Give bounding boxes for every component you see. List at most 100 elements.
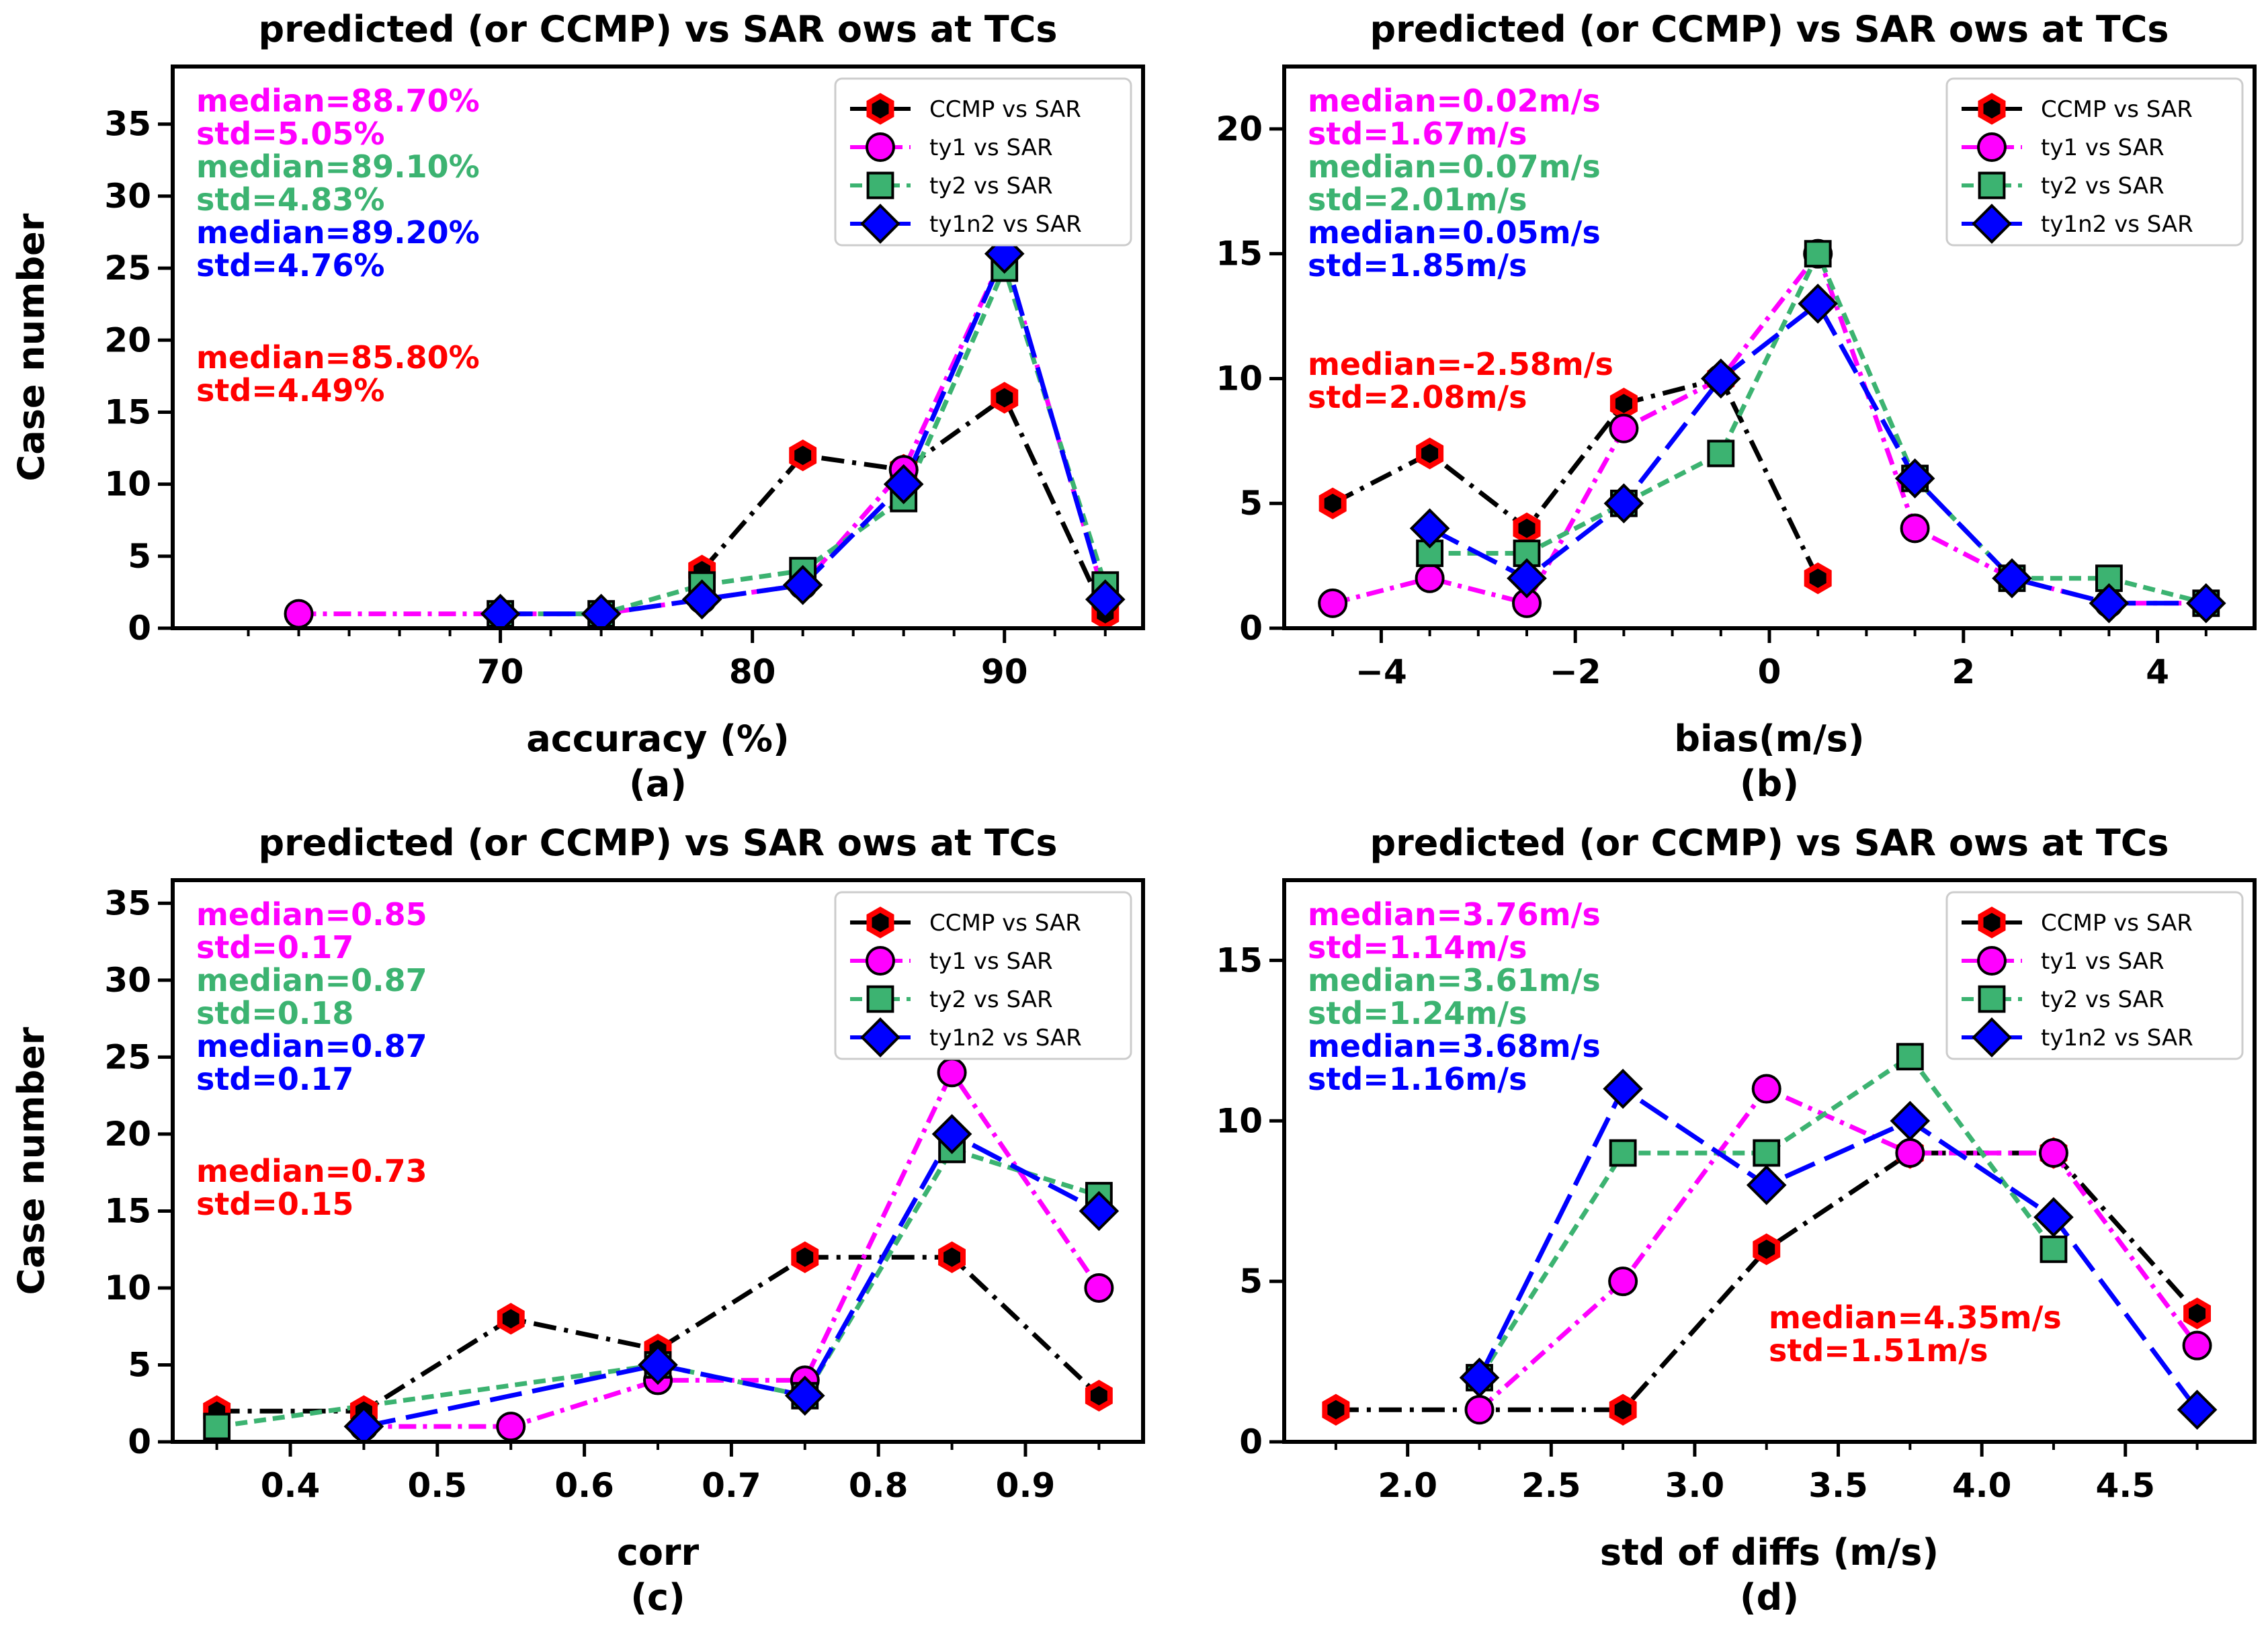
legend-marker-ty2 bbox=[866, 171, 894, 200]
chart-title: predicted (or CCMP) vs SAR ows at TCs bbox=[1370, 822, 2169, 864]
series-line-ty1n2 bbox=[1428, 301, 2206, 606]
y-tick-label: 5 bbox=[128, 537, 151, 576]
series-line-ty1 bbox=[1332, 251, 2206, 606]
data-point-ty1n2 bbox=[883, 464, 924, 505]
x-tick-label: 4 bbox=[2146, 652, 2169, 691]
chart-title: predicted (or CCMP) vs SAR ows at TCs bbox=[258, 8, 1057, 50]
stat-annotation-ty2: median=0.07m/s bbox=[1308, 148, 1601, 185]
plot-data bbox=[203, 1058, 1120, 1442]
stat-annotation-ty1n2: median=0.05m/s bbox=[1308, 214, 1601, 251]
x-tick-label: 80 bbox=[729, 652, 776, 691]
series-line-ty2 bbox=[216, 1147, 1100, 1429]
legend-label-ty1n2: ty1n2 vs SAR bbox=[2041, 211, 2193, 238]
legend-label-ty2: ty2 vs SAR bbox=[2041, 986, 2165, 1013]
data-point-ty1n2 bbox=[480, 593, 521, 628]
data-point-ty2 bbox=[203, 1412, 231, 1440]
series-line-ty1 bbox=[364, 1070, 1101, 1429]
x-tick-label: 0.4 bbox=[261, 1466, 321, 1505]
data-point-ty1n2 bbox=[1603, 1068, 1643, 1109]
data-point-ty1n2 bbox=[1409, 508, 1450, 549]
legend-marker-ty1n2 bbox=[1972, 204, 2012, 244]
series-line-ccmp bbox=[1331, 376, 1820, 580]
data-point-ccmp bbox=[2183, 1297, 2211, 1330]
data-point-ty1 bbox=[1464, 1395, 1495, 1425]
legend-label-ty1: ty1 vs SAR bbox=[2041, 948, 2165, 975]
y-axis-label: Case number bbox=[10, 213, 52, 481]
data-point-ty1n2 bbox=[1992, 558, 2032, 599]
data-point-ty1 bbox=[1608, 1266, 1638, 1297]
data-point-ccmp bbox=[938, 1241, 966, 1273]
data-point-ty1n2 bbox=[1459, 1357, 1500, 1398]
legend-marker-ccmp bbox=[866, 93, 894, 125]
legend-label-ccmp: CCMP vs SAR bbox=[2041, 96, 2193, 123]
stat-annotation-ty1n2: std=4.76% bbox=[196, 247, 384, 284]
legend-marker-ccmp bbox=[1978, 906, 2006, 939]
stat-annotation-ty1: std=5.05% bbox=[196, 116, 384, 152]
data-point-ty1 bbox=[1751, 1074, 1781, 1104]
data-point-ccmp bbox=[1513, 512, 1541, 545]
legend-label-ty1n2: ty1n2 vs SAR bbox=[2041, 1025, 2193, 1051]
data-point-ty2 bbox=[1804, 240, 1832, 268]
x-tick-label: 0.7 bbox=[702, 1466, 761, 1505]
stat-annotation-ty2: std=4.83% bbox=[196, 181, 384, 218]
y-axis-label: Case number bbox=[10, 1027, 52, 1295]
stat-annotation-ccmp: std=0.15 bbox=[196, 1186, 353, 1222]
data-point-ty1n2 bbox=[1507, 558, 1547, 599]
y-tick-label: 15 bbox=[1216, 234, 1263, 273]
data-point-ty2 bbox=[1896, 1043, 1924, 1071]
stat-annotation-ty1: std=1.14m/s bbox=[1308, 929, 1527, 965]
legend-marker-ty2 bbox=[1978, 985, 2006, 1013]
legend-label-ty2: ty2 vs SAR bbox=[929, 986, 1053, 1013]
data-point-ty1 bbox=[937, 1058, 967, 1088]
stat-annotation-ty1: median=0.85 bbox=[196, 896, 427, 933]
data-point-ty1n2 bbox=[2033, 1197, 2074, 1238]
data-point-ty1n2 bbox=[2089, 583, 2130, 624]
data-point-ccmp bbox=[1804, 562, 1832, 595]
y-tick-label: 0 bbox=[1239, 609, 1263, 648]
x-tick-label: 70 bbox=[477, 652, 524, 691]
panel-sublabel: (b) bbox=[1740, 763, 1799, 805]
stat-annotation-ty1n2: std=1.85m/s bbox=[1308, 247, 1527, 284]
x-tick-label: 0.6 bbox=[554, 1466, 614, 1505]
stat-annotation-ccmp: median=85.80% bbox=[196, 339, 480, 376]
data-point-ccmp bbox=[1085, 1379, 1113, 1412]
data-point-ty1n2 bbox=[1746, 1165, 1787, 1205]
legend-box bbox=[1945, 891, 2244, 1060]
data-point-ty1n2 bbox=[2185, 583, 2226, 624]
data-point-ty1n2 bbox=[681, 579, 722, 619]
stat-annotation-ty1n2: median=89.20% bbox=[196, 214, 480, 251]
legend-label-ty1n2: ty1n2 vs SAR bbox=[929, 1025, 1082, 1051]
stat-annotation-ccmp: std=2.08m/s bbox=[1308, 379, 1527, 415]
panel-sublabel: (d) bbox=[1740, 1576, 1799, 1619]
panel-d: predicted (or CCMP) vs SAR ows at TCs 2.0… bbox=[1216, 822, 2257, 1619]
x-tick-label: −4 bbox=[1355, 652, 1407, 691]
data-point-ty1 bbox=[1084, 1273, 1114, 1303]
y-tick-label: 35 bbox=[104, 105, 151, 144]
data-point-ty1n2 bbox=[1890, 1101, 1931, 1142]
legend: CCMP vs SAR ty1 vs SAR ty2 vs SAR ty1n2 vs … bbox=[834, 77, 1132, 247]
legend-label-ccmp: CCMP vs SAR bbox=[929, 96, 1081, 123]
x-tick-label: −2 bbox=[1550, 652, 1601, 691]
data-point-ty1n2 bbox=[782, 564, 823, 605]
plot-frame bbox=[171, 878, 1145, 1444]
x-axis-label: bias(m/s) bbox=[1674, 718, 1864, 760]
stat-annotation-ty2: median=89.10% bbox=[196, 148, 480, 185]
y-tick-label: 15 bbox=[104, 392, 151, 431]
y-tick-label: 20 bbox=[1216, 110, 1263, 148]
data-point-ty1n2 bbox=[2177, 1389, 2218, 1430]
legend-label-ty2: ty2 vs SAR bbox=[2041, 173, 2165, 200]
data-point-ccmp bbox=[1609, 1393, 1637, 1426]
panel-sublabel: (c) bbox=[630, 1576, 685, 1619]
plot-data bbox=[284, 233, 1126, 628]
chart-title: predicted (or CCMP) vs SAR ows at TCs bbox=[258, 822, 1057, 864]
data-point-ty1 bbox=[2182, 1330, 2212, 1361]
stat-annotation-ty1n2: median=0.87 bbox=[196, 1028, 427, 1064]
legend-box bbox=[834, 891, 1132, 1060]
y-tick-label: 20 bbox=[104, 320, 151, 359]
stat-annotation-ty1n2: std=1.16m/s bbox=[1308, 1061, 1527, 1097]
legend: CCMP vs SAR ty1 vs SAR ty2 vs SAR ty1n2 vs … bbox=[834, 891, 1132, 1060]
y-tick-label: 25 bbox=[104, 1037, 151, 1076]
data-point-ty1n2 bbox=[1079, 1191, 1120, 1232]
x-tick-label: 90 bbox=[981, 652, 1028, 691]
data-point-ty1 bbox=[2038, 1138, 2068, 1168]
